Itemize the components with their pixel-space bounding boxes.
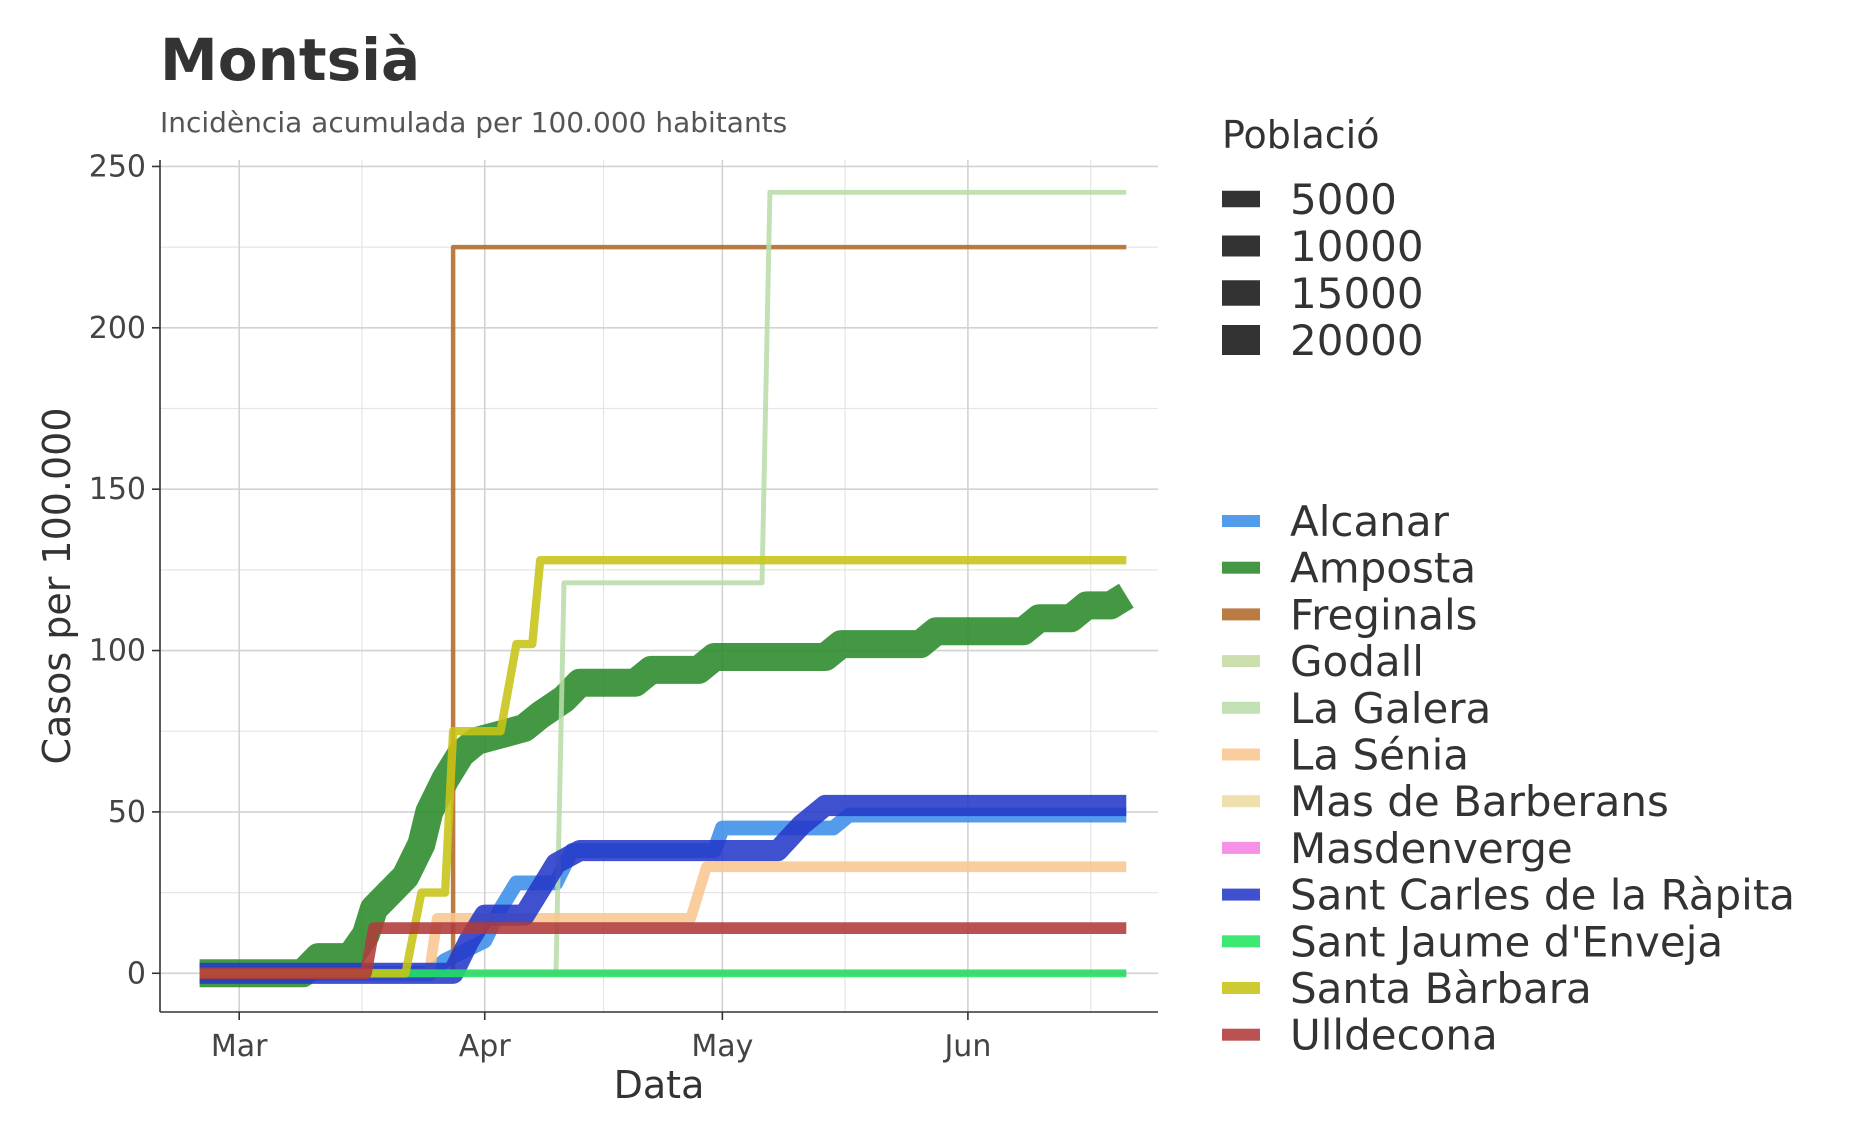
legend-series-label: La Galera (1290, 684, 1491, 733)
x-tick-label: Jun (942, 1029, 991, 1064)
x-tick-label: Mar (211, 1029, 268, 1064)
y-tick-label: 250 (89, 149, 146, 184)
y-tick-label: 50 (108, 795, 146, 830)
legend-size-title: Població (1222, 113, 1379, 157)
y-tick-label: 0 (127, 956, 146, 991)
legend-color-key (1222, 888, 1260, 901)
legend-series-label: Sant Carles de la Ràpita (1290, 871, 1795, 920)
x-tick-label: May (691, 1029, 753, 1064)
legend-color-key (1222, 608, 1260, 621)
legend-series-label: Santa Bàrbara (1290, 964, 1592, 1013)
series-line-ulldecona (199, 922, 1127, 980)
legend-color-key (1222, 1028, 1260, 1041)
legend-size-label: 10000 (1290, 222, 1424, 271)
legend-color-key (1222, 748, 1260, 761)
legend-size-label: 15000 (1290, 269, 1424, 318)
legend-color-key (1222, 982, 1260, 994)
x-axis-title: Data (614, 1063, 705, 1107)
y-axis-title: Casos per 100.000 (35, 407, 79, 764)
chart-title: Montsià (160, 26, 421, 94)
legend-color-key (1222, 515, 1260, 527)
grid-lines (160, 160, 1158, 1012)
legend-size-label: 5000 (1290, 175, 1397, 224)
legend-series-label: Ulldecona (1290, 1011, 1498, 1060)
legend-series-label: Amposta (1290, 544, 1476, 593)
legend-color-key (1222, 561, 1260, 574)
legend-color-key (1222, 701, 1260, 714)
legend-series-label: Mas de Barberans (1290, 777, 1669, 826)
legend-size-key (1222, 325, 1260, 355)
legend-series-label: Godall (1290, 637, 1424, 686)
x-tick-label: Apr (459, 1029, 512, 1064)
series-line-sant-carles-de-la-r-pita (199, 794, 1127, 984)
series-layer (199, 189, 1134, 988)
legend-series-label: Masdenverge (1290, 824, 1573, 873)
legend-size-key (1222, 190, 1260, 208)
chart-subtitle: Incidència acumulada per 100.000 habitan… (160, 106, 788, 139)
y-tick-label: 200 (89, 311, 146, 346)
legend-size-key (1222, 235, 1260, 257)
axes: 0 50 100 150 200 250 Mar Apr May Jun Data Casos per… (35, 149, 1158, 1107)
legend-series-label: Freginals (1290, 590, 1478, 639)
legend-color-key (1222, 841, 1260, 854)
series-line-amposta (199, 583, 1134, 988)
legend-series-label: La Sénia (1290, 731, 1469, 780)
y-tick-label: 100 (89, 634, 146, 669)
legend-series-label: Alcanar (1290, 497, 1450, 546)
legend-size-label: 20000 (1290, 316, 1424, 365)
legend-color-key (1222, 935, 1260, 948)
legend-color-key (1222, 655, 1260, 668)
legend-color-key (1222, 795, 1260, 808)
legend-size-key (1222, 280, 1260, 306)
legend-series-label: Sant Jaume d'Enveja (1290, 917, 1723, 966)
y-tick-label: 150 (89, 472, 146, 507)
